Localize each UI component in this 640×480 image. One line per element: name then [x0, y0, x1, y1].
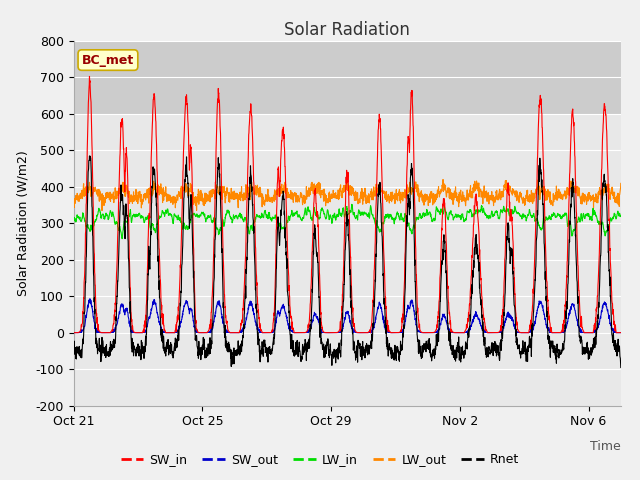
Text: BC_met: BC_met — [82, 54, 134, 67]
Text: Time: Time — [590, 440, 621, 453]
Legend: SW_in, SW_out, LW_in, LW_out, Rnet: SW_in, SW_out, LW_in, LW_out, Rnet — [116, 448, 524, 471]
Title: Solar Radiation: Solar Radiation — [284, 21, 410, 39]
Bar — [74, 41, 621, 114]
Y-axis label: Solar Radiation (W/m2): Solar Radiation (W/m2) — [17, 150, 30, 296]
